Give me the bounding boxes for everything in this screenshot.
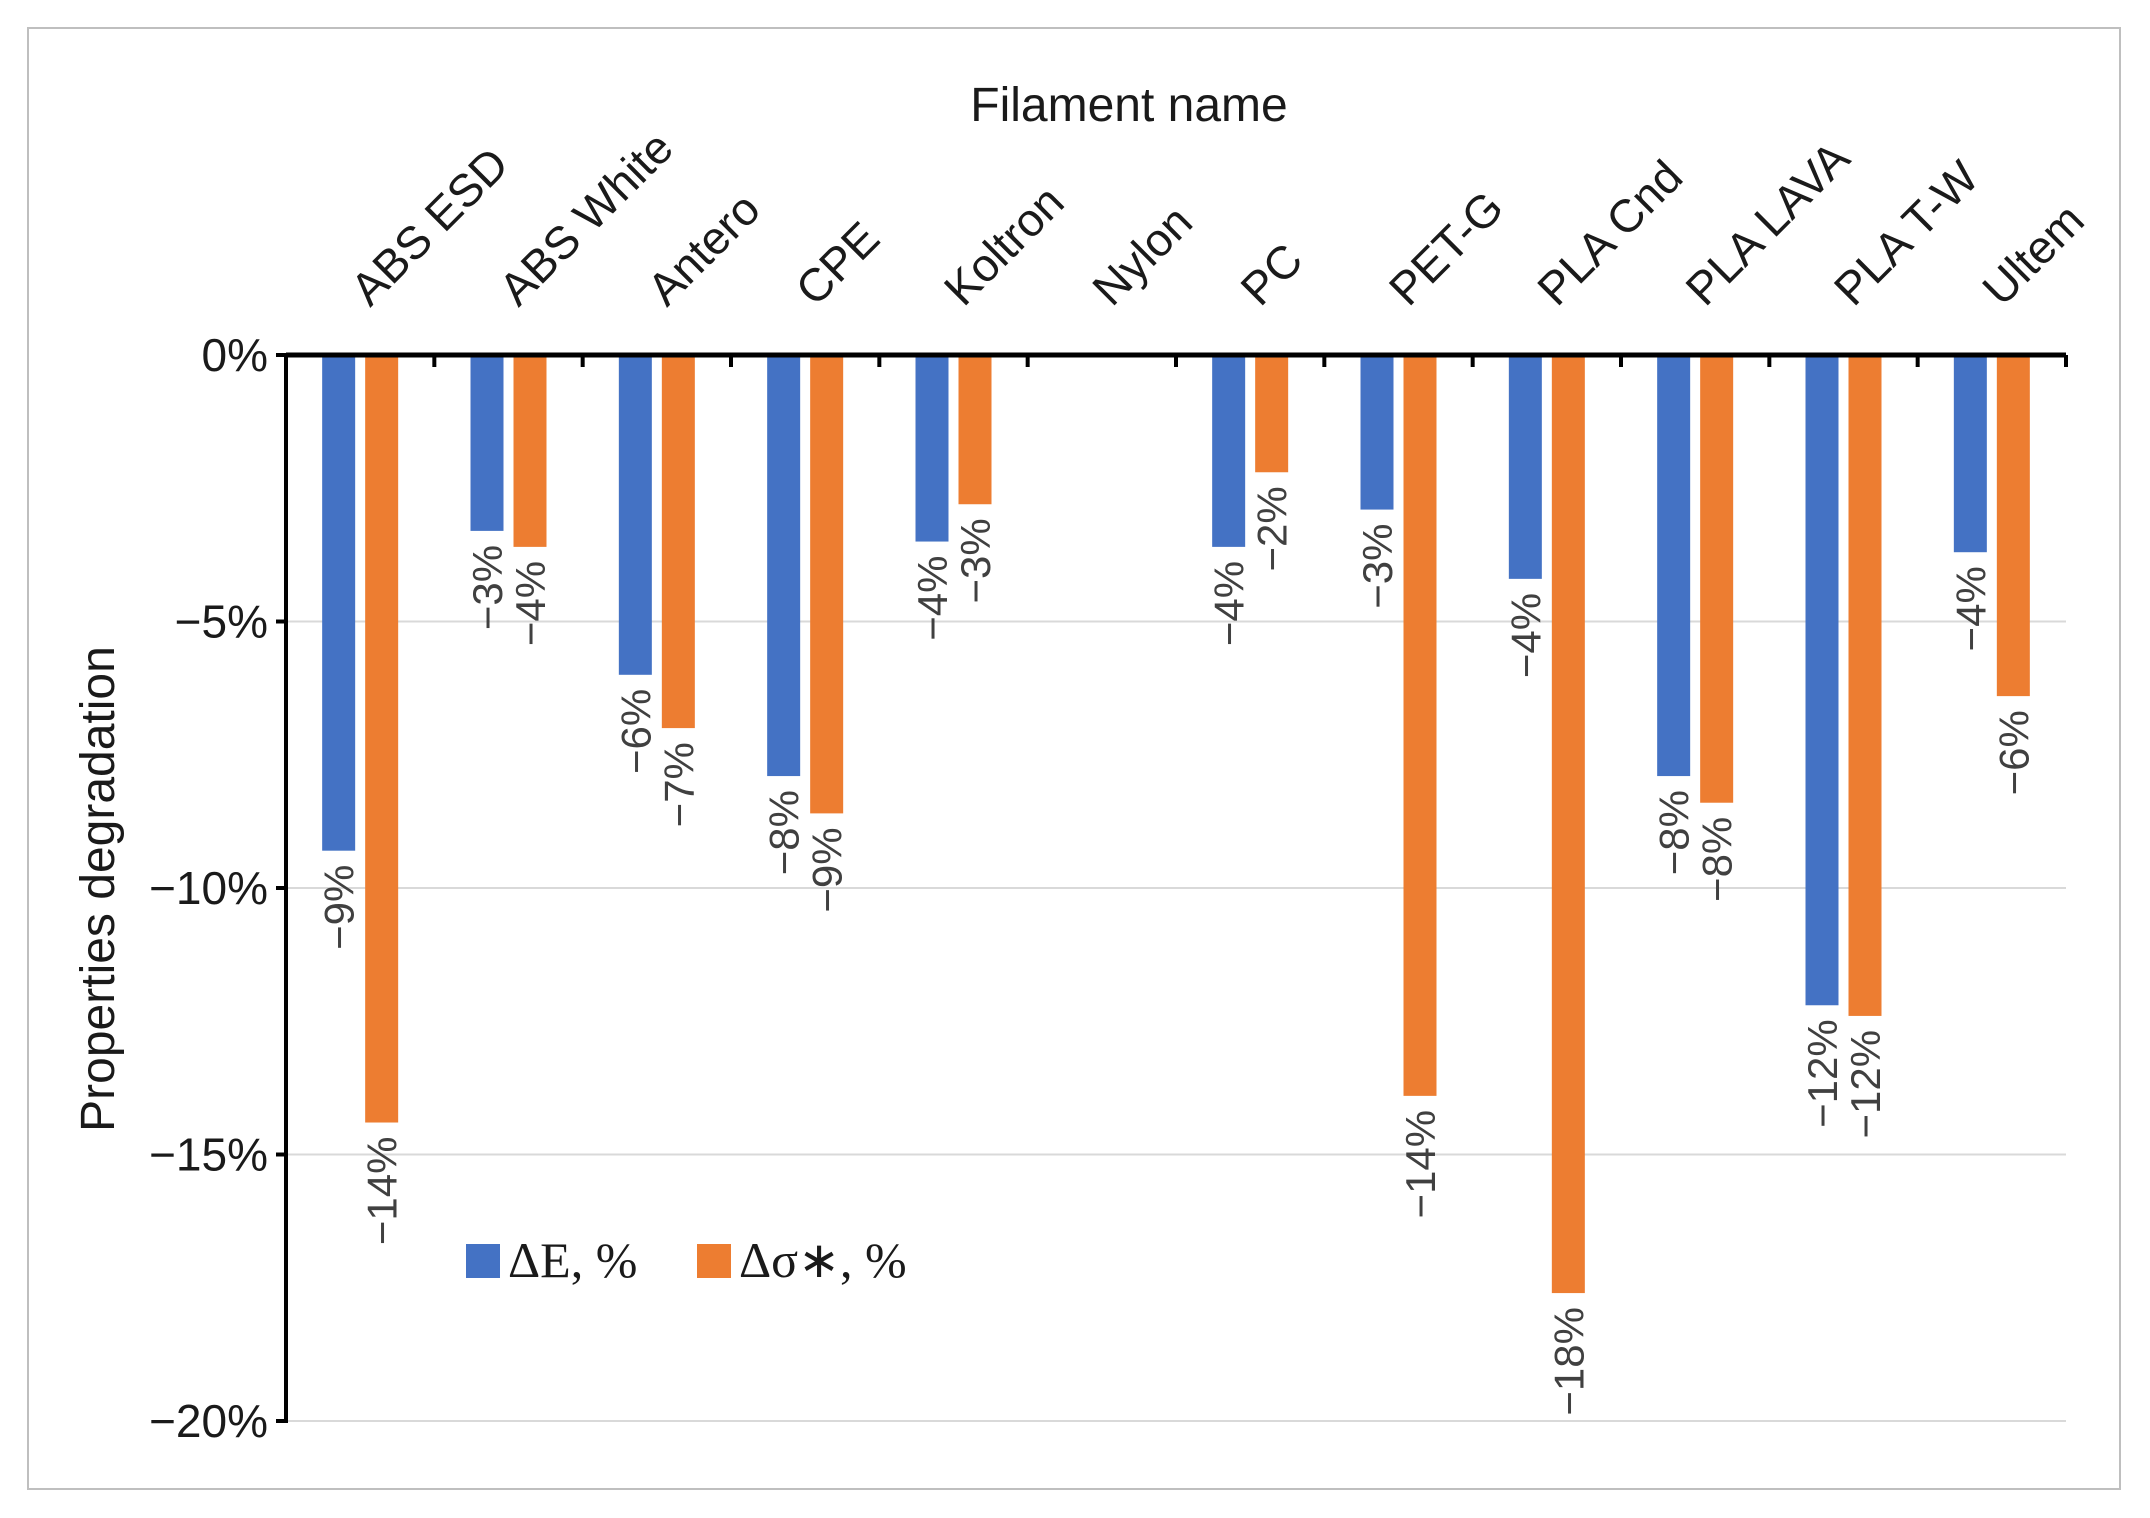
bar: [810, 355, 844, 814]
bar: [470, 355, 504, 531]
data-label: −8%: [1694, 817, 1741, 902]
data-label: −9%: [804, 827, 851, 912]
category-label: Koltron: [934, 175, 1074, 315]
category-label: ABS ESD: [340, 137, 518, 315]
data-label: −12%: [1799, 1019, 1846, 1128]
bar: [1657, 355, 1691, 777]
data-label: −8%: [1651, 790, 1698, 875]
data-label: −7%: [655, 742, 702, 827]
data-label: −3%: [952, 518, 999, 603]
data-label: −12%: [1842, 1030, 1889, 1139]
data-label: −4%: [507, 561, 554, 646]
data-label: −4%: [1502, 593, 1549, 678]
bar: [322, 355, 356, 851]
bar: [1700, 355, 1734, 803]
data-label: −3%: [1354, 524, 1401, 609]
data-label: −6%: [1990, 710, 2037, 795]
category-label: Antero: [637, 182, 770, 315]
data-labels: −9%−3%−6%−8%−4% −4% −3%−4%−8%−12%−4%−14%−4…: [316, 486, 2038, 1415]
bar: [767, 355, 801, 777]
y-tick-label: 0%: [202, 329, 268, 381]
legend-swatch-delta-e: [466, 1244, 500, 1278]
y-tick-label: −15%: [149, 1129, 268, 1181]
data-label: −14%: [1397, 1110, 1444, 1219]
data-label: −14%: [359, 1137, 406, 1246]
bar: [1403, 355, 1437, 1096]
legend-label-delta-sigma: Δσ∗, %: [739, 1232, 907, 1288]
legend: ΔE, % Δσ∗, %: [466, 1232, 907, 1288]
data-label: −8%: [761, 790, 808, 875]
gridlines: [286, 620, 2066, 1422]
data-label: −4%: [1947, 566, 1994, 651]
bar: [915, 355, 949, 542]
y-axis-title: Properties degradation: [72, 646, 125, 1132]
bar: [1996, 355, 2030, 697]
y-tick-label: −20%: [149, 1395, 268, 1447]
data-label: −18%: [1545, 1307, 1592, 1416]
category-label: PC: [1230, 233, 1312, 315]
y-tick-label: −5%: [175, 596, 268, 648]
category-label: Nylon: [1082, 195, 1202, 315]
legend-swatch-delta-sigma: [697, 1244, 731, 1278]
category-label: PET-G: [1379, 181, 1513, 315]
bar: [1805, 355, 1839, 1006]
bar: [661, 355, 695, 729]
legend-label-delta-e: ΔE, %: [508, 1232, 637, 1288]
bar: [1212, 355, 1246, 547]
chart-frame: 0% −5% −10% −15% −20% ABS ESD ABS White Antero C…: [27, 27, 2121, 1490]
bar: [365, 355, 399, 1123]
y-tick-label: −10%: [149, 862, 268, 914]
data-label: −9%: [316, 865, 363, 950]
bar: [1508, 355, 1542, 579]
data-label: −4%: [1206, 561, 1253, 646]
bar: [1953, 355, 1987, 553]
bars: [322, 355, 2030, 1294]
data-label: −2%: [1249, 486, 1296, 571]
bar: [1255, 355, 1289, 473]
bar: [958, 355, 992, 505]
bar: [1551, 355, 1585, 1294]
data-label: −3%: [464, 545, 511, 630]
bar: [618, 355, 652, 675]
category-label: CPE: [785, 211, 889, 315]
data-label: −4%: [909, 556, 956, 641]
bar: [1848, 355, 1882, 1016]
bar: [1360, 355, 1394, 510]
category-label: PLA Cnd: [1527, 150, 1692, 315]
category-label: Ultem: [1972, 193, 2094, 315]
data-label: −6%: [612, 689, 659, 774]
x-axis-title: Filament name: [970, 79, 1287, 132]
bar: [513, 355, 547, 547]
